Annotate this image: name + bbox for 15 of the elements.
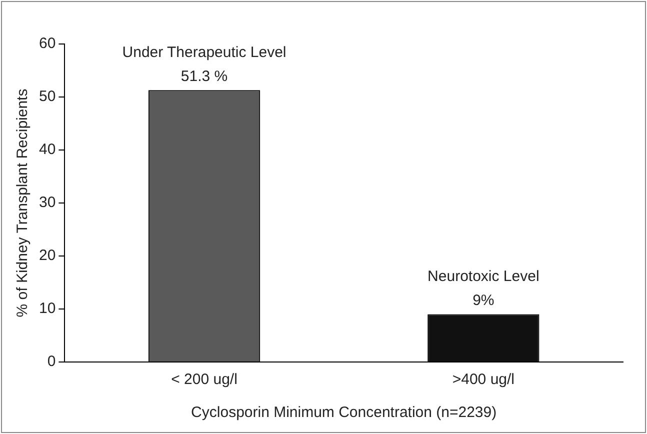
y-tick-label: 30 bbox=[38, 194, 56, 212]
x-axis-title: Cyclosporin Minimum Concentration (n=2239) bbox=[191, 404, 497, 422]
data-label: 51.3 % bbox=[180, 68, 228, 85]
x-tick-label: >400 ug/l bbox=[452, 371, 514, 388]
y-tick-label: 0 bbox=[47, 353, 56, 370]
y-tick-label: 50 bbox=[38, 88, 56, 106]
annotation: Under Therapeutic Level bbox=[122, 44, 286, 61]
y-tick-label: 10 bbox=[38, 300, 56, 318]
y-tick-label: 20 bbox=[38, 247, 56, 264]
data-label: 9% bbox=[472, 292, 494, 309]
y-tick-label: 60 bbox=[38, 35, 56, 52]
x-tick-label: < 200 ug/l bbox=[171, 371, 238, 388]
annotation: Neurotoxic Level bbox=[428, 268, 540, 285]
y-tick-label: 40 bbox=[38, 141, 56, 158]
y-axis-title: % of Kidney Transplant Recipients bbox=[14, 88, 32, 318]
